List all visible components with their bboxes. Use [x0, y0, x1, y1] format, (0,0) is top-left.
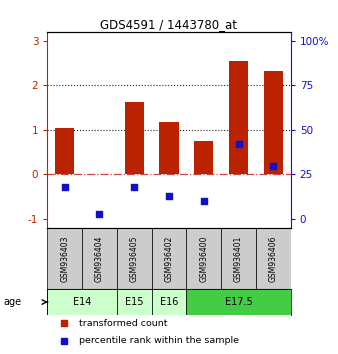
Bar: [125, 102, 144, 175]
Point: [62, 184, 67, 190]
Bar: [152, 228, 186, 289]
Text: E16: E16: [160, 297, 178, 307]
Point: [62, 320, 67, 326]
Bar: [194, 141, 213, 175]
Point: [62, 338, 67, 343]
Point: [97, 211, 102, 217]
Bar: [186, 228, 221, 289]
Point: [201, 198, 207, 204]
Text: GSM936401: GSM936401: [234, 235, 243, 282]
Text: transformed count: transformed count: [79, 319, 167, 327]
Bar: [55, 128, 74, 175]
Text: E17.5: E17.5: [225, 297, 252, 307]
Point: [236, 141, 241, 147]
Bar: [152, 289, 186, 315]
Bar: [256, 228, 291, 289]
Bar: [47, 228, 82, 289]
Text: GSM936403: GSM936403: [60, 235, 69, 282]
Bar: [82, 228, 117, 289]
Bar: [117, 228, 152, 289]
Text: E15: E15: [125, 297, 144, 307]
Bar: [117, 289, 152, 315]
Bar: [186, 289, 291, 315]
Text: GSM936405: GSM936405: [130, 235, 139, 282]
Point: [166, 193, 172, 199]
Title: GDS4591 / 1443780_at: GDS4591 / 1443780_at: [100, 18, 238, 31]
Point: [131, 184, 137, 190]
Bar: [229, 61, 248, 175]
Bar: [90, 173, 109, 175]
Text: GSM936402: GSM936402: [165, 235, 173, 282]
Text: E14: E14: [73, 297, 91, 307]
Text: GSM936406: GSM936406: [269, 235, 278, 282]
Bar: [221, 228, 256, 289]
Text: GSM936400: GSM936400: [199, 235, 208, 282]
Text: age: age: [3, 297, 22, 307]
Text: percentile rank within the sample: percentile rank within the sample: [79, 336, 239, 345]
Text: GSM936404: GSM936404: [95, 235, 104, 282]
Point: [271, 163, 276, 169]
Bar: [47, 289, 117, 315]
Bar: [264, 71, 283, 175]
Bar: [160, 122, 178, 175]
